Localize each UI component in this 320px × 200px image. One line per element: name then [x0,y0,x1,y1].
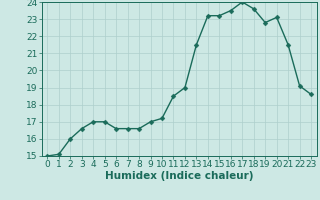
X-axis label: Humidex (Indice chaleur): Humidex (Indice chaleur) [105,171,253,181]
